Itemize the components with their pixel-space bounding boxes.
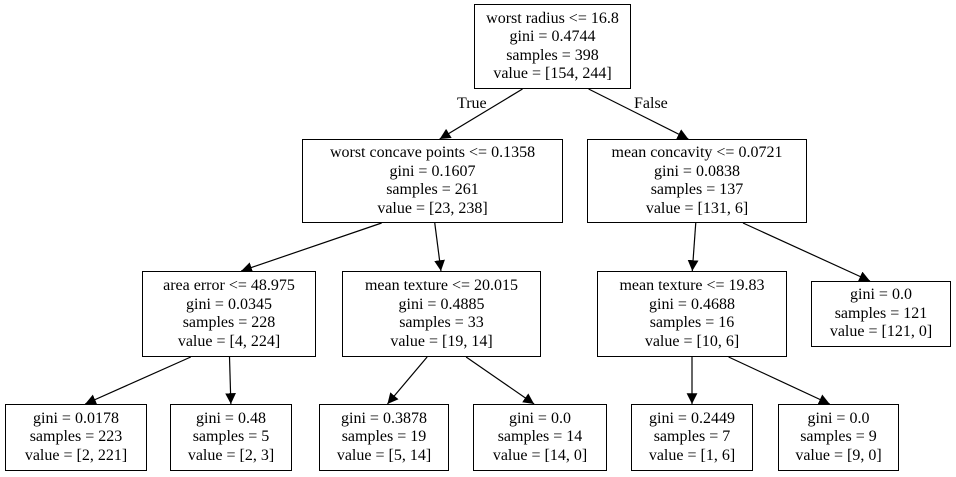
- tree-node-leaf: gini = 0.0 samples = 14 value = [14, 0]: [473, 404, 607, 471]
- node-line: samples = 7: [653, 428, 731, 446]
- edge-label-false: False: [634, 95, 668, 112]
- tree-node-leaf: gini = 0.0 samples = 9 value = [9, 0]: [778, 404, 899, 471]
- tree-edge-n4-n9: [386, 356, 428, 405]
- node-line: value = [2, 221]: [24, 446, 128, 464]
- tree-node-leaf: gini = 0.0178 samples = 223 value = [2, …: [5, 404, 147, 471]
- node-line: gini = 0.4744: [509, 28, 596, 45]
- node-line: samples = 16: [649, 314, 735, 331]
- node-line: samples = 228: [182, 314, 276, 331]
- node-line: area error <= 48.975: [163, 277, 295, 294]
- node-line: value = [4, 224]: [177, 332, 281, 350]
- node-line: value = [154, 244]: [493, 65, 612, 82]
- tree-node: mean texture <= 19.83 gini = 0.4688 samp…: [597, 271, 787, 357]
- tree-edge-n0-n2: [588, 88, 689, 140]
- node-line: gini = 0.4688: [649, 295, 735, 313]
- node-line: value = [10, 6]: [644, 332, 740, 350]
- node-line: gini = 0.1607: [389, 162, 476, 180]
- node-line: worst radius <= 16.8: [486, 9, 619, 27]
- tree-edge-n1-n4: [434, 222, 445, 272]
- tree-edge-n2-n6: [742, 222, 871, 282]
- node-line: mean concavity <= 0.0721: [611, 144, 783, 161]
- node-line: gini = 0.0: [509, 409, 571, 427]
- node-line: value = [1, 6]: [648, 446, 736, 464]
- node-line: mean texture <= 19.83: [619, 277, 765, 294]
- tree-node-leaf: gini = 0.2449 samples = 7 value = [1, 6]: [631, 404, 753, 471]
- edge-label-true: True: [457, 95, 487, 112]
- node-line: value = [19, 14]: [390, 332, 493, 350]
- tree-edge-n4-n10: [465, 356, 535, 405]
- node-line: value = [23, 238]: [377, 199, 488, 217]
- tree-edge-n0-n1: [439, 88, 523, 140]
- node-line: value = [121, 0]: [829, 323, 933, 341]
- node-line: value = [14, 0]: [492, 446, 588, 464]
- node-line: samples = 14: [497, 428, 583, 446]
- tree-node-root: worst radius <= 16.8 gini = 0.4744 sampl…: [474, 4, 631, 89]
- node-line: gini = 0.0: [850, 286, 912, 304]
- node-line: worst concave points <= 0.1358: [329, 144, 536, 161]
- node-line: samples = 33: [399, 314, 484, 331]
- node-line: samples = 9: [800, 428, 877, 446]
- node-line: gini = 0.0: [807, 409, 870, 427]
- tree-node: worst concave points <= 0.1358 gini = 0.…: [302, 139, 563, 223]
- node-line: samples = 121: [834, 304, 928, 322]
- tree-edge-n5-n12: [728, 356, 830, 405]
- node-line: gini = 0.48: [196, 409, 266, 427]
- node-line: gini = 0.0838: [654, 162, 740, 180]
- node-line: value = [131, 6]: [645, 199, 749, 217]
- tree-node: mean texture <= 20.015 gini = 0.4885 sam…: [342, 271, 541, 357]
- node-line: mean texture <= 20.015: [364, 277, 519, 294]
- node-line: samples = 19: [341, 428, 427, 446]
- node-line: samples = 398: [506, 46, 599, 64]
- node-line: gini = 0.0178: [33, 409, 119, 427]
- node-line: value = [9, 0]: [795, 446, 882, 464]
- tree-edge-n1-n3: [241, 222, 382, 273]
- tree-node: mean concavity <= 0.0721 gini = 0.0838 s…: [587, 139, 807, 223]
- node-line: samples = 223: [29, 428, 123, 446]
- node-line: samples = 5: [192, 428, 270, 446]
- node-line: value = [5, 14]: [336, 446, 432, 464]
- tree-node: area error <= 48.975 gini = 0.0345 sampl…: [142, 271, 316, 357]
- node-line: samples = 261: [386, 181, 479, 198]
- tree-node-leaf: gini = 0.48 samples = 5 value = [2, 3]: [170, 404, 292, 471]
- node-line: gini = 0.2449: [649, 409, 735, 427]
- node-line: value = [2, 3]: [187, 446, 275, 464]
- tree-edge-n3-n7: [84, 356, 191, 405]
- node-line: samples = 137: [650, 181, 744, 198]
- tree-edge-n3-n8: [225, 356, 236, 405]
- tree-node-leaf: gini = 0.0 samples = 121 value = [121, 0…: [811, 281, 951, 347]
- node-line: gini = 0.0345: [186, 295, 272, 313]
- tree-edge-n2-n5: [687, 222, 699, 272]
- tree-node-leaf: gini = 0.3878 samples = 19 value = [5, 1…: [319, 404, 449, 471]
- node-line: gini = 0.3878: [341, 409, 427, 427]
- node-line: gini = 0.4885: [398, 295, 485, 313]
